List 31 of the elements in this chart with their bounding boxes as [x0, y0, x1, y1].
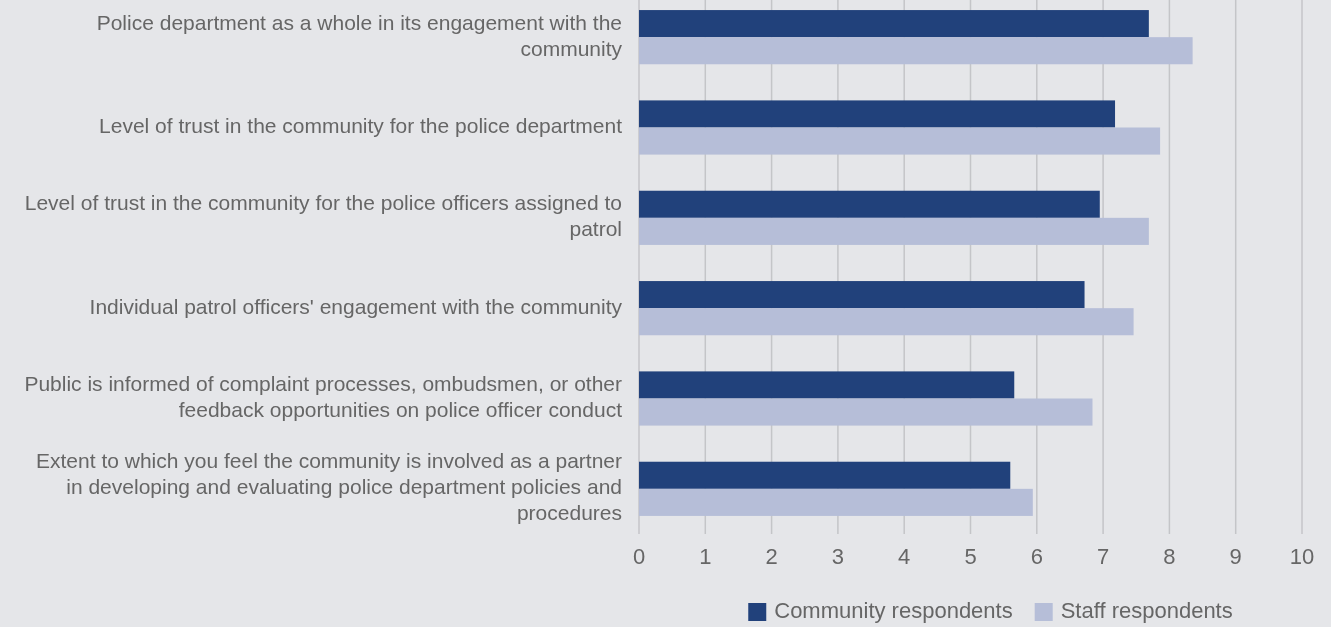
y-tick-label: Level of trust in the community for the police officers assigned to patrol	[24, 191, 622, 241]
bar	[639, 10, 1149, 38]
x-tick-label: 5	[964, 543, 977, 569]
bar	[639, 371, 1015, 399]
bar	[639, 37, 1193, 65]
x-tick-label: 9	[1229, 543, 1242, 569]
y-tick-label: Public is informed of complaint processes, ombudsmen, or other feedback opportunities on police officer conduct	[24, 372, 623, 422]
x-tick-label: 3	[831, 543, 845, 569]
x-tick-label: 10	[1289, 543, 1315, 569]
x-tick-label: 7	[1096, 543, 1110, 569]
bar	[639, 398, 1093, 426]
y-tick-label: Police department as a whole in its engagement with the community	[96, 10, 623, 60]
legend-label: Staff respondents	[1060, 597, 1233, 623]
x-tick-label: 1	[699, 543, 712, 569]
bar	[639, 461, 1011, 489]
bar	[639, 488, 1033, 516]
y-tick-label: Level of trust in the community for the police department	[99, 114, 623, 138]
legend-label: Community respondents	[774, 597, 1013, 623]
bar	[639, 281, 1085, 309]
bar	[639, 190, 1100, 218]
bar	[639, 217, 1149, 245]
bar	[639, 127, 1161, 155]
bar	[639, 308, 1134, 336]
x-tick-label: 2	[765, 543, 778, 569]
x-tick-label: 0	[632, 543, 646, 569]
x-tick-label: 4	[898, 543, 911, 569]
y-tick-label: Individual patrol officers' engagement with the community	[89, 294, 623, 318]
x-tick-label: 8	[1163, 543, 1176, 569]
x-tick-label: 6	[1030, 543, 1043, 569]
bar	[639, 100, 1116, 128]
y-tick-label: Extent to which you feel the community is involved as a partner in developing and evaluating police department policies and procedures	[36, 449, 622, 525]
